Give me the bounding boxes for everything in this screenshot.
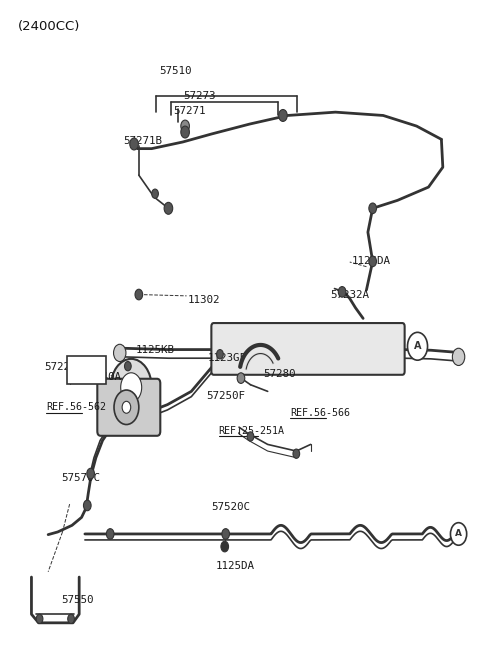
- Text: 57271: 57271: [173, 106, 206, 116]
- Text: 57271B: 57271B: [123, 136, 162, 146]
- Circle shape: [450, 523, 467, 545]
- Circle shape: [36, 614, 43, 623]
- Circle shape: [114, 344, 126, 362]
- Circle shape: [237, 373, 245, 384]
- Circle shape: [293, 449, 300, 458]
- Text: 1123GF: 1123GF: [208, 352, 247, 362]
- Circle shape: [408, 332, 428, 360]
- Circle shape: [120, 373, 142, 402]
- Circle shape: [222, 529, 229, 539]
- Text: 57550: 57550: [61, 595, 94, 605]
- Text: 1125KB: 1125KB: [136, 344, 175, 354]
- Circle shape: [181, 120, 190, 132]
- Circle shape: [84, 500, 91, 511]
- Circle shape: [216, 350, 223, 359]
- Text: REF.25-251A: REF.25-251A: [218, 426, 285, 436]
- Bar: [67, 356, 107, 384]
- Circle shape: [122, 402, 131, 413]
- Text: REF.56-566: REF.56-566: [290, 408, 350, 418]
- Text: A: A: [414, 341, 421, 351]
- Circle shape: [279, 109, 287, 121]
- Text: 1125DA: 1125DA: [215, 561, 254, 571]
- Circle shape: [107, 529, 114, 539]
- Circle shape: [124, 362, 131, 371]
- Circle shape: [164, 202, 173, 214]
- Circle shape: [181, 126, 190, 138]
- Circle shape: [338, 286, 346, 297]
- Text: REF.56-562: REF.56-562: [46, 402, 106, 412]
- Circle shape: [111, 359, 152, 416]
- Text: 57220B: 57220B: [44, 362, 84, 372]
- Circle shape: [114, 390, 139, 424]
- Text: 57280: 57280: [263, 369, 295, 379]
- Circle shape: [135, 289, 143, 300]
- Text: 11302: 11302: [188, 295, 220, 305]
- Text: (2400CC): (2400CC): [18, 20, 81, 33]
- FancyBboxPatch shape: [211, 323, 405, 375]
- Text: 57570C: 57570C: [61, 473, 100, 483]
- Circle shape: [369, 256, 376, 266]
- Circle shape: [68, 614, 74, 623]
- Text: 1125DA: 1125DA: [352, 256, 391, 266]
- Text: A: A: [455, 529, 462, 538]
- Circle shape: [369, 203, 376, 214]
- Text: 57273: 57273: [183, 91, 215, 101]
- Text: 57520C: 57520C: [211, 501, 251, 511]
- Text: 57250F: 57250F: [206, 391, 246, 401]
- Circle shape: [247, 432, 254, 441]
- Circle shape: [452, 348, 465, 366]
- Circle shape: [130, 138, 138, 150]
- Text: 57510: 57510: [159, 66, 192, 76]
- Circle shape: [87, 468, 95, 479]
- Text: 57232A: 57232A: [331, 290, 370, 300]
- Circle shape: [152, 189, 158, 198]
- Text: 57240A: 57240A: [83, 372, 121, 382]
- Circle shape: [221, 541, 228, 552]
- FancyBboxPatch shape: [97, 379, 160, 436]
